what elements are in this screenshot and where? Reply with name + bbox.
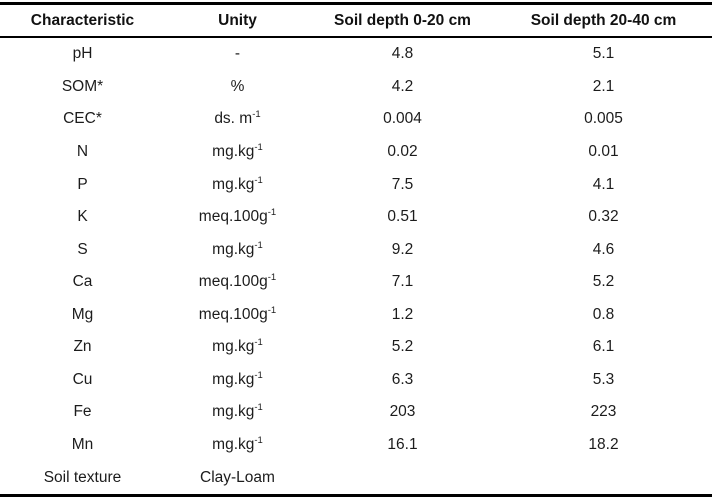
depth-20-40-cell: 18.2 xyxy=(588,436,619,454)
unit-exponent: -1 xyxy=(267,206,277,218)
unit-exponent: -1 xyxy=(254,369,263,381)
table-row: CEC* ds. m-1 0.004 0.005 xyxy=(0,103,712,136)
depth-20-40-cell: 0.32 xyxy=(588,208,619,226)
characteristic-cell: SOM* xyxy=(61,77,104,95)
unit-exponent: -1 xyxy=(254,141,263,153)
unity-cell: meq.100g-1 xyxy=(198,206,277,226)
characteristic-cell: S xyxy=(77,240,88,258)
unity-cell: mg.kg-1 xyxy=(212,337,263,356)
depth-20-40-cell: 0.8 xyxy=(592,305,615,323)
characteristic-cell: Soil texture xyxy=(0,461,165,498)
table-row: Ca meq.100g-1 7.1 5.2 xyxy=(0,266,712,299)
depth-0-20-cell: 7.1 xyxy=(391,273,414,291)
table-row: Fe mg.kg-1 203 223 xyxy=(0,396,712,429)
table-row: pH - 4.8 5.1 xyxy=(0,37,712,71)
depth-0-20-cell: 4.8 xyxy=(391,45,414,63)
characteristic-cell: K xyxy=(77,208,88,226)
depth-0-20-cell: 203 xyxy=(389,403,416,421)
unity-cell: mg.kg-1 xyxy=(212,369,263,388)
depth-20-40-cell: 6.1 xyxy=(592,338,615,356)
characteristic-cell: Fe xyxy=(73,403,92,421)
unity-cell: meq.100g-1 xyxy=(198,272,277,291)
table-row: Mg meq.100g-1 1.2 0.8 xyxy=(0,299,712,332)
unit-exponent: -1 xyxy=(254,402,263,414)
depth-0-20-cell: 4.2 xyxy=(391,77,414,95)
depth-0-20-cell: 5.2 xyxy=(391,338,414,356)
depth-20-40-cell: 4.6 xyxy=(592,240,615,258)
table-body: pH - 4.8 5.1 SOM*% 4.2 2.1 CEC* ds. m-1 0.004 0.00… xyxy=(0,37,712,498)
table-row: Soil texture Clay-Loam xyxy=(0,461,712,498)
unity-cell: meq.100g-1 xyxy=(198,304,277,323)
depth-0-20-cell: 0.51 xyxy=(387,208,418,226)
depth-20-40-cell: 2.1 xyxy=(592,77,615,95)
table-row: Zn mg.kg-1 5.2 6.1 xyxy=(0,331,712,364)
characteristic-cell: Mn xyxy=(71,436,94,454)
depth-0-20-cell: 6.3 xyxy=(391,370,414,388)
unit-exponent: -1 xyxy=(254,434,263,446)
characteristic-cell: CEC* xyxy=(63,110,102,128)
characteristic-cell: Zn xyxy=(73,338,92,356)
unit-exponent: -1 xyxy=(252,109,261,121)
unity-cell: Clay-Loam xyxy=(165,461,310,498)
column-header-unity: Unity xyxy=(165,2,310,38)
unity-cell: - xyxy=(234,45,241,63)
characteristic-cell: P xyxy=(77,175,88,193)
column-header-soil-depth-20-40: Soil depth 20-40 cm xyxy=(495,2,712,38)
depth-20-40-cell: 5.2 xyxy=(592,273,615,291)
depth-20-40-cell: 223 xyxy=(590,403,617,421)
depth-20-40-cell: 5.1 xyxy=(592,45,615,63)
unity-cell: % xyxy=(230,77,245,95)
table-row: Cu mg.kg-1 6.3 5.3 xyxy=(0,364,712,397)
depth-0-20-cell: 16.1 xyxy=(387,436,418,454)
depth-20-40-cell xyxy=(495,461,712,498)
depth-0-20-cell: 7.5 xyxy=(391,175,414,193)
unity-cell: mg.kg-1 xyxy=(212,434,263,454)
depth-20-40-cell: 0.005 xyxy=(584,110,623,128)
depth-20-40-cell: 5.3 xyxy=(592,370,615,388)
characteristic-cell: Ca xyxy=(72,273,93,291)
characteristic-cell: Cu xyxy=(72,370,93,388)
depth-0-20-cell: 0.004 xyxy=(383,110,422,128)
table-row: SOM*% 4.2 2.1 xyxy=(0,71,712,104)
depth-0-20-cell: 9.2 xyxy=(391,240,414,258)
unity-cell: mg.kg-1 xyxy=(212,141,263,160)
unit-exponent: -1 xyxy=(254,174,263,186)
characteristic-cell: N xyxy=(76,142,89,160)
table-header-row: Characteristic Unity Soil depth 0-20 cm … xyxy=(0,2,712,38)
depth-0-20-cell: 1.2 xyxy=(391,305,414,323)
unity-cell: mg.kg-1 xyxy=(212,174,263,193)
characteristic-cell: Mg xyxy=(71,305,94,323)
depth-20-40-cell: 4.1 xyxy=(592,175,615,193)
unit-exponent: -1 xyxy=(254,239,263,251)
unity-cell: mg.kg-1 xyxy=(212,402,263,421)
column-header-soil-depth-0-20: Soil depth 0-20 cm xyxy=(310,2,495,38)
unity-cell: mg.kg-1 xyxy=(212,239,263,258)
table-row: Mn mg.kg-1 16.1 18.2 xyxy=(0,429,712,462)
unit-exponent: -1 xyxy=(254,337,263,349)
depth-20-40-cell: 0.01 xyxy=(588,142,619,160)
unity-cell: ds. m-1 xyxy=(214,109,261,128)
column-header-characteristic: Characteristic xyxy=(0,2,165,38)
unit-exponent: -1 xyxy=(267,304,277,316)
depth-0-20-cell: 0.02 xyxy=(387,142,418,160)
characteristic-cell: pH xyxy=(72,45,93,63)
unit-exponent: -1 xyxy=(267,272,277,284)
depth-0-20-cell xyxy=(310,461,495,498)
